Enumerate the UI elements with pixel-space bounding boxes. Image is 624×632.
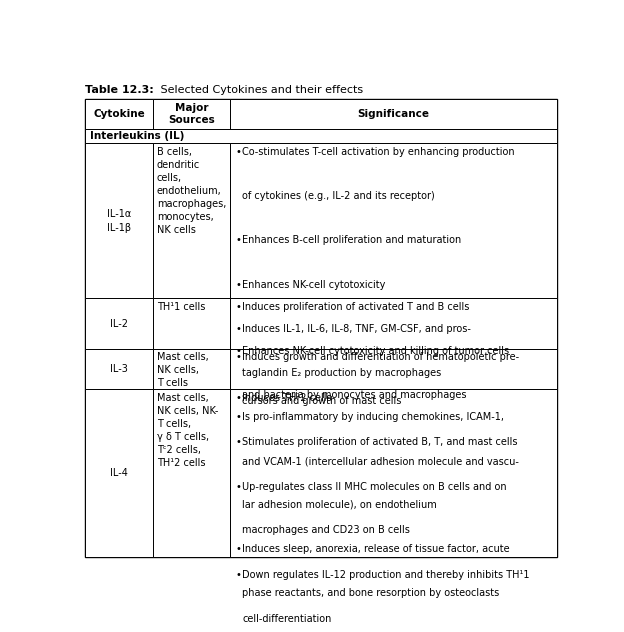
Bar: [230, 143, 557, 298]
Text: Significance: Significance: [358, 109, 429, 119]
Bar: [85, 349, 153, 389]
Bar: [230, 298, 557, 349]
Text: cell-differentiation: cell-differentiation: [242, 614, 332, 624]
Text: cursors and growth of mast cells: cursors and growth of mast cells: [242, 396, 402, 406]
Text: IL-3: IL-3: [110, 364, 128, 374]
Text: Enhances NK-cell cytotoxicity: Enhances NK-cell cytotoxicity: [242, 280, 386, 289]
Bar: [85, 389, 153, 557]
Bar: [85, 298, 153, 349]
Text: IL-4: IL-4: [110, 468, 128, 478]
Bar: [85, 99, 153, 129]
Text: Enhances B-cell proliferation and maturation: Enhances B-cell proliferation and matura…: [242, 235, 462, 245]
Text: •: •: [235, 147, 241, 157]
Text: B cells,
dendritic
cells,
endothelium,
macrophages,
monocytes,
NK cells: B cells, dendritic cells, endothelium, m…: [157, 147, 227, 235]
Text: •: •: [235, 235, 241, 245]
Text: taglandin E₂ production by macrophages: taglandin E₂ production by macrophages: [242, 368, 442, 378]
Text: •: •: [235, 324, 241, 334]
Text: •: •: [235, 392, 241, 403]
Text: •: •: [235, 280, 241, 289]
Text: IL-1α
IL-1β: IL-1α IL-1β: [107, 209, 131, 233]
Text: Down regulates IL-12 production and thereby inhibits TH¹1: Down regulates IL-12 production and ther…: [242, 570, 530, 580]
Text: Mast cells,
NK cells, NK-
T cells,
γ δ T cells,
Tᶜ2 cells,
TH¹2 cells: Mast cells, NK cells, NK- T cells, γ δ T…: [157, 392, 218, 468]
Text: Cytokine: Cytokine: [93, 109, 145, 119]
Text: •: •: [235, 482, 241, 492]
Text: macrophages and CD23 on B cells: macrophages and CD23 on B cells: [242, 525, 411, 535]
Text: •: •: [235, 437, 241, 447]
Text: Table 12.3:: Table 12.3:: [85, 85, 154, 95]
Text: Mast cells,
NK cells,
T cells: Mast cells, NK cells, T cells: [157, 352, 208, 388]
Text: phase reactants, and bone resorption by osteoclasts: phase reactants, and bone resorption by …: [242, 588, 500, 599]
Text: •: •: [235, 346, 241, 356]
Text: TH¹1 cells: TH¹1 cells: [157, 302, 205, 312]
Bar: [153, 143, 230, 298]
Text: and VCAM-1 (intercellular adhesion molecule and vascu-: and VCAM-1 (intercellular adhesion molec…: [242, 456, 519, 466]
Bar: [230, 389, 557, 557]
Text: Interleukins (IL): Interleukins (IL): [90, 131, 185, 141]
Text: Is pro-inflammatory by inducing chemokines, ICAM-1,: Is pro-inflammatory by inducing chemokin…: [242, 413, 504, 422]
Text: Selected Cytokines and their effects: Selected Cytokines and their effects: [157, 85, 363, 95]
Bar: [230, 99, 557, 129]
Text: •: •: [235, 570, 241, 580]
Bar: [153, 99, 230, 129]
Bar: [153, 349, 230, 389]
Text: •: •: [235, 352, 241, 362]
Text: of cytokines (e.g., IL-2 and its receptor): of cytokines (e.g., IL-2 and its recepto…: [242, 191, 435, 201]
Text: Induces proliferation of activated T and B cells: Induces proliferation of activated T and…: [242, 302, 470, 312]
Text: Stimulates proliferation of activated B, T, and mast cells: Stimulates proliferation of activated B,…: [242, 437, 518, 447]
Text: Induces IL-1, IL-6, IL-8, TNF, GM-CSF, and pros-: Induces IL-1, IL-6, IL-8, TNF, GM-CSF, a…: [242, 324, 471, 334]
Text: Enhances NK-cell cytotoxicity and killing of tumor cells: Enhances NK-cell cytotoxicity and killin…: [242, 346, 510, 356]
Text: •: •: [235, 413, 241, 422]
Text: •: •: [235, 302, 241, 312]
Text: •: •: [235, 545, 241, 554]
Text: and bacteria by monocytes and macrophages: and bacteria by monocytes and macrophage…: [242, 390, 467, 400]
Bar: [85, 143, 153, 298]
Text: Major
Sources: Major Sources: [168, 102, 215, 125]
Text: lar adhesion molecule), on endothelium: lar adhesion molecule), on endothelium: [242, 500, 437, 510]
Bar: [85, 129, 557, 143]
Text: Co-stimulates T-cell activation by enhancing production: Co-stimulates T-cell activation by enhan…: [242, 147, 515, 157]
Text: Induces TH¹2 cells: Induces TH¹2 cells: [242, 392, 332, 403]
Text: IL-2: IL-2: [110, 319, 128, 329]
Bar: [153, 298, 230, 349]
Bar: [153, 389, 230, 557]
Text: Induces growth and differentiation of hematopoietic pre-: Induces growth and differentiation of he…: [242, 352, 520, 362]
Text: Induces sleep, anorexia, release of tissue factor, acute: Induces sleep, anorexia, release of tiss…: [242, 545, 510, 554]
Bar: [230, 349, 557, 389]
Text: Up-regulates class II MHC molecules on B cells and on: Up-regulates class II MHC molecules on B…: [242, 482, 507, 492]
